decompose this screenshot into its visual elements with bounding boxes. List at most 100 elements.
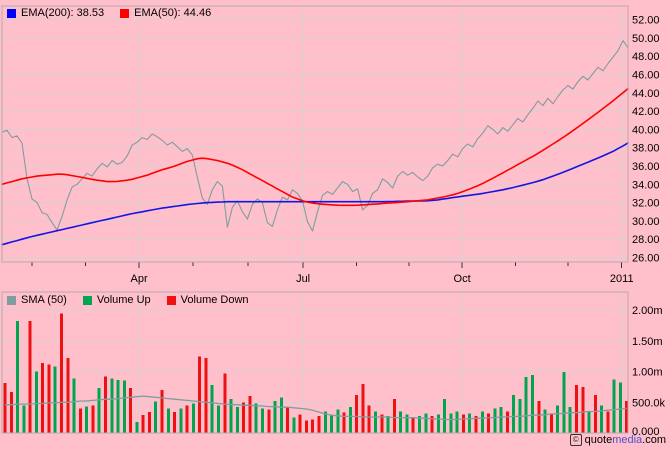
ema50-legend-label: EMA(50): 44.46: [134, 7, 212, 19]
ema-200--series-line: [1, 142, 629, 246]
volume-sma-line: [5, 395, 627, 421]
volume-legend: SMA (50) Volume Up Volume Down: [7, 294, 249, 306]
volume-bar: [311, 419, 315, 433]
volume-bar: [336, 409, 340, 433]
volume-bar: [141, 415, 145, 433]
volume-bar: [549, 414, 553, 433]
volume-bar: [618, 382, 622, 433]
volume-bar: [78, 408, 82, 433]
price-axis-label: 40.00: [632, 124, 660, 136]
volume-bar: [72, 378, 76, 433]
volume-bar: [468, 413, 472, 433]
volume-sma-legend-label: SMA (50): [21, 294, 67, 306]
volume-bar: [198, 356, 202, 433]
ema200-swatch-icon: [7, 8, 16, 18]
volume-bar: [562, 372, 566, 433]
volume-bar: [267, 409, 271, 433]
volume-axis-label: 1.50m: [632, 336, 663, 348]
volume-bar: [248, 396, 252, 433]
volume-bar: [279, 397, 283, 433]
volume-bar: [424, 413, 428, 433]
volume-panel-border: [1, 291, 629, 434]
x-axis-label: Jul: [296, 273, 310, 285]
volume-bar: [22, 405, 26, 433]
volume-bar: [53, 366, 57, 433]
volume-bar: [374, 411, 378, 433]
volume-bar: [103, 376, 107, 433]
volume-bar: [449, 413, 453, 433]
legend-item-volume-up: Volume Up: [82, 294, 151, 306]
volume-bar: [392, 399, 396, 433]
volume-bar: [474, 415, 478, 433]
volume-bar: [487, 413, 491, 433]
volume-bar: [85, 406, 89, 433]
price-axis-label: 46.00: [632, 70, 660, 82]
quotemedia-link[interactable]: © quote media .com: [569, 434, 666, 446]
volume-bar: [147, 412, 151, 433]
volume-bar: [524, 377, 528, 433]
volume-bar: [499, 407, 503, 433]
volume-bar: [411, 417, 415, 434]
legend-item-volume-down: Volume Down: [166, 294, 249, 306]
volume-bar: [367, 405, 371, 433]
volume-bar: [191, 403, 195, 433]
ema200-legend-label: EMA(200): 38.53: [21, 7, 105, 19]
price-axis-label: 26.00: [632, 253, 660, 265]
volume-bar: [166, 408, 170, 433]
x-axis-label: 2011: [610, 273, 634, 285]
volume-bar: [110, 378, 114, 433]
volume-bar: [60, 313, 64, 433]
volume-bar: [185, 405, 189, 433]
volume-bar: [217, 405, 221, 433]
volume-bar: [480, 411, 484, 433]
price-axis-label: 38.00: [632, 143, 660, 155]
volume-bar: [317, 415, 321, 433]
volume-bar: [493, 408, 497, 433]
volume-bar: [537, 401, 541, 433]
volume-bar: [581, 386, 585, 434]
volume-bar: [160, 389, 164, 433]
volume-bar: [273, 401, 277, 433]
volume-bar: [3, 383, 7, 433]
volume-bar: [135, 421, 139, 433]
quotemedia-logo-icon: ©: [569, 434, 582, 446]
volume-bar: [543, 409, 547, 433]
volume-bar: [41, 362, 45, 433]
volume-bar: [116, 380, 120, 433]
price-axis-label: 32.00: [632, 198, 660, 210]
volume-bar: [286, 407, 290, 433]
volume-bar: [16, 321, 20, 433]
price-axis-label: 34.00: [632, 179, 660, 191]
price-axis-label: 48.00: [632, 51, 660, 63]
volume-bar: [235, 407, 239, 433]
volume-bar: [568, 407, 572, 433]
volume-bar: [405, 414, 409, 433]
price-axis-label: 28.00: [632, 234, 660, 246]
volume-bar: [91, 405, 95, 433]
volume-bar: [66, 357, 70, 433]
volume-bar: [355, 394, 359, 433]
volume-bar: [430, 415, 434, 433]
legend-item-volume-sma: SMA (50): [7, 294, 67, 306]
volume-bar: [292, 417, 296, 434]
volume-bar: [587, 411, 591, 433]
volume-bar: [9, 391, 13, 433]
x-axis-label: Apr: [131, 273, 148, 285]
volume-bar: [223, 373, 227, 433]
volume-bar: [304, 420, 308, 433]
volume-bar: [574, 385, 578, 433]
volume-down-legend-label: Volume Down: [180, 294, 249, 306]
price-legend: EMA(200): 38.53 EMA(50): 44.46: [7, 7, 211, 19]
volume-bar: [154, 401, 158, 433]
volume-bar: [122, 380, 126, 433]
volume-bar: [179, 408, 183, 433]
volume-bar: [342, 412, 346, 433]
volume-bar: [612, 379, 616, 433]
volume-bar: [28, 321, 32, 433]
volume-bar: [97, 388, 101, 433]
volume-bar: [606, 411, 610, 433]
volume-bar: [417, 415, 421, 433]
volume-bar: [593, 394, 597, 433]
